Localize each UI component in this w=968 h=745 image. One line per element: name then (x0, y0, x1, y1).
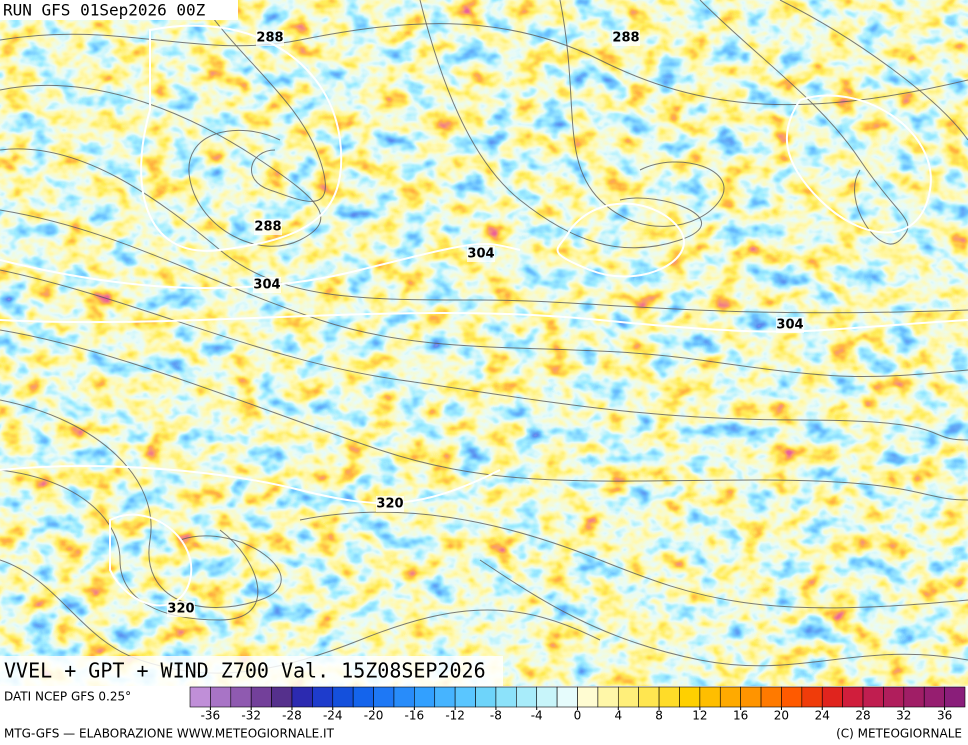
contour-label: 288 (612, 31, 639, 46)
color-swatch (597, 686, 619, 708)
color-bar: -36 -32 -28 -24 -20 -16 -12 -8 -4 0 4 8 12 16 20 24 28 32… (189, 686, 966, 723)
color-bar-tick-label: -28 (282, 709, 302, 723)
color-swatch (271, 686, 293, 708)
color-swatch (679, 686, 701, 708)
color-bar-tick-label: -32 (241, 709, 261, 723)
contour-labels: 288 288 288 304 304 304 320 320 (167, 30, 804, 617)
color-swatch (434, 686, 456, 708)
color-swatch (658, 686, 680, 708)
contour-label: 304 (467, 247, 494, 262)
color-swatch (189, 686, 211, 708)
color-swatch (332, 686, 354, 708)
color-swatch (923, 686, 945, 708)
color-swatch (556, 686, 578, 708)
color-swatch (781, 686, 803, 708)
color-bar-tick-label: 8 (655, 709, 663, 723)
color-swatch (516, 686, 538, 708)
contour-label: 304 (776, 318, 803, 333)
streamlines (0, 0, 968, 674)
map-title: VVEL + GPT + WIND Z700 Val. 15Z08SEP2026 (4, 659, 486, 683)
color-swatch (393, 686, 415, 708)
color-swatch (373, 686, 395, 708)
color-swatch (617, 686, 639, 708)
color-bar-tick-label: 36 (937, 709, 952, 723)
color-swatch (740, 686, 762, 708)
contour-label-bg (776, 317, 804, 333)
color-swatch (883, 686, 905, 708)
color-bar-tick-label: 12 (692, 709, 707, 723)
color-swatch (944, 686, 966, 708)
color-bar-tick-label: -20 (364, 709, 384, 723)
color-swatch (495, 686, 517, 708)
color-swatch (291, 686, 313, 708)
color-swatch (842, 686, 864, 708)
contour-label-bg (376, 496, 404, 512)
color-bar-tick-label: -24 (323, 709, 343, 723)
color-bar-tick-label: 16 (733, 709, 748, 723)
color-bar-tick-label: -12 (445, 709, 465, 723)
color-bar-tick-label: 24 (815, 709, 830, 723)
contour-label: 304 (253, 278, 280, 293)
color-swatch (821, 686, 843, 708)
color-bar-tick-label: -4 (531, 709, 543, 723)
color-bar-tick-label: -16 (405, 709, 425, 723)
contour-label-bg (167, 601, 195, 617)
height-contours (0, 24, 968, 607)
contour-label: 288 (256, 31, 283, 46)
contour-label: 288 (254, 220, 281, 235)
header-box (0, 0, 238, 20)
vvel-field (0, 0, 968, 686)
contour-label-bg (256, 30, 284, 46)
contour-label-bg (467, 246, 495, 262)
color-bar-tick-label: 32 (896, 709, 911, 723)
color-swatch (475, 686, 497, 708)
contour-label-bg (254, 219, 282, 235)
contour-label-bg (612, 30, 640, 46)
color-swatch (454, 686, 476, 708)
color-swatch (638, 686, 660, 708)
color-swatch (210, 686, 232, 708)
color-swatch (536, 686, 558, 708)
data-source: DATI NCEP GFS 0.25° (4, 690, 131, 704)
color-swatch (577, 686, 599, 708)
color-swatch (719, 686, 741, 708)
color-bar-tick-label: 0 (574, 709, 582, 723)
color-bar-tick-label: -36 (201, 709, 221, 723)
contour-label-bg (253, 277, 281, 293)
title-box (0, 656, 503, 686)
contour-label: 320 (376, 497, 403, 512)
color-bar-tick-label: 20 (774, 709, 789, 723)
color-swatch (862, 686, 884, 708)
map: 288 288 288 304 304 304 320 320 (0, 0, 968, 686)
footer-left: MTG-GFS — ELABORAZIONE WWW.METEOGIORNALE… (4, 727, 335, 741)
color-swatch (801, 686, 823, 708)
color-swatch (699, 686, 721, 708)
color-bar-tick-label: 28 (855, 709, 870, 723)
color-swatch (760, 686, 782, 708)
color-swatch (903, 686, 925, 708)
color-swatch (250, 686, 272, 708)
footer-right: (C) METEOGIORNALE (836, 727, 962, 741)
color-swatch (414, 686, 436, 708)
contour-label: 320 (167, 602, 194, 617)
color-swatch (230, 686, 252, 708)
color-swatch (352, 686, 374, 708)
color-bar-tick-label: -8 (490, 709, 502, 723)
color-bar-tick-label: 4 (614, 709, 622, 723)
color-swatch (312, 686, 334, 708)
run-label: RUN GFS 01Sep2026 00Z (3, 1, 206, 20)
